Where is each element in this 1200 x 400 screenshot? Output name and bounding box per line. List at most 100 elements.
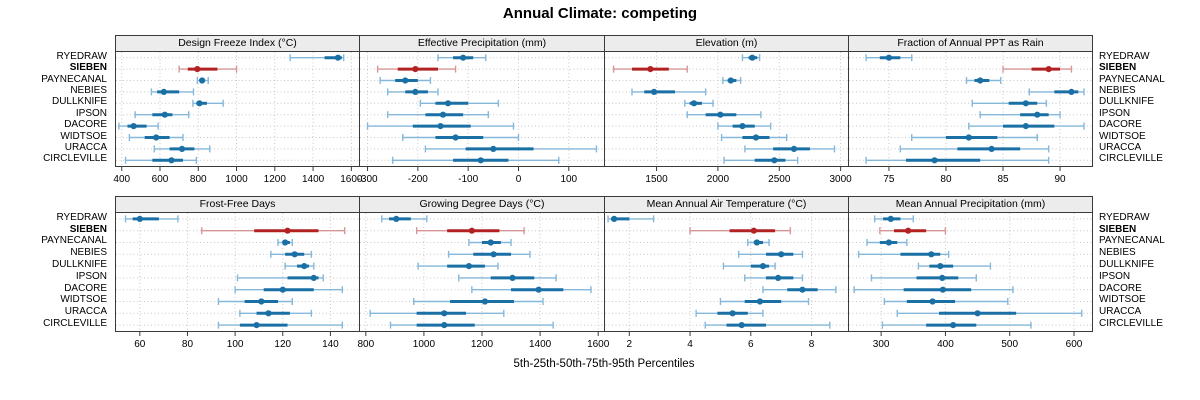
series-circleville xyxy=(881,321,1032,329)
series-circleville xyxy=(865,156,1050,164)
series-dacore xyxy=(968,122,1085,130)
site-label-ipson: IPSON xyxy=(1099,270,1131,282)
series-dullknife xyxy=(917,262,992,270)
tick-label: 1400 xyxy=(302,174,325,185)
panel-plot-area xyxy=(605,52,848,166)
tick-label: 60 xyxy=(134,339,146,350)
series-widtsoe xyxy=(720,134,788,141)
tick-label: 80 xyxy=(182,339,194,350)
site-labels-left-row0: RYEDRAW SIEBEN PAYNECANAL NEBIES DULLKNIFE IP… xyxy=(0,51,112,165)
panel-design-freeze-index-c: Design Freeze Index (°C) xyxy=(115,35,360,167)
series-dullknife xyxy=(417,262,499,270)
panel-fraction-of-annual-ppt-as-rain: Fraction of Annual PPT as Rain xyxy=(848,35,1093,167)
series-circleville xyxy=(124,156,198,164)
panel-plot-area xyxy=(116,52,359,166)
series-paynecanal xyxy=(747,239,770,246)
series-nebies xyxy=(737,250,804,258)
panel-title: Mean Annual Air Temperature (°C) xyxy=(605,197,848,213)
series-uracca xyxy=(896,309,1083,317)
series-widtsoe xyxy=(883,298,1009,305)
site-label-nebies: NEBIES xyxy=(70,84,107,96)
site-label-uracca: URACCA xyxy=(1099,306,1142,318)
x-axis-mean-annual-air-temperature-c: 2 4 6 8 xyxy=(627,332,815,350)
series-paynecanal xyxy=(468,239,512,246)
site-label-sieben: SIEBEN xyxy=(69,62,107,74)
panel-growing-degree-days-c: Growing Degree Days (°C) xyxy=(359,196,605,332)
series-sieben xyxy=(415,227,525,235)
panel-plot-area xyxy=(360,213,604,331)
tick-label: 8 xyxy=(809,339,815,350)
tick-label: 1200 xyxy=(264,174,287,185)
tick-label: 75 xyxy=(883,174,895,185)
series-ipson xyxy=(686,111,762,119)
site-label-uracca: URACCA xyxy=(64,141,107,153)
panel-title: Fraction of Annual PPT as Rain xyxy=(849,36,1092,52)
series-widtsoe xyxy=(911,134,1038,141)
x-axis-label: 5th-25th-50th-75th-95th Percentiles xyxy=(513,358,695,370)
tick-label: 85 xyxy=(997,174,1009,185)
site-label-dacore: DACORE xyxy=(64,282,107,294)
panel-effective-precipitation-mm: Effective Precipitation (mm) xyxy=(359,35,605,167)
panel-frost-free-days: Frost-Free Days xyxy=(115,196,360,332)
site-label-uracca: URACCA xyxy=(64,306,107,318)
site-label-dacore: DACORE xyxy=(1099,282,1142,294)
series-uracca xyxy=(369,309,505,317)
series-nebies xyxy=(857,250,950,258)
tick-label: 1600 xyxy=(587,339,610,350)
series-uracca xyxy=(695,309,764,317)
site-label-ryedraw: RYEDRAW xyxy=(1099,50,1150,62)
tick-label: 6 xyxy=(748,339,754,350)
tick-label: 140 xyxy=(322,339,339,350)
series-dullknife xyxy=(722,262,776,270)
series-dacore xyxy=(762,286,837,294)
series-dullknife xyxy=(419,99,500,107)
site-label-ryedraw: RYEDRAW xyxy=(1099,211,1150,223)
site-label-paynecanal: PAYNECANAL xyxy=(1099,235,1165,247)
series-ryedraw xyxy=(607,215,655,223)
gridlines xyxy=(605,52,848,166)
site-label-widtsoe: WIDTSOE xyxy=(1099,130,1146,142)
tick-label: 2 xyxy=(627,339,633,350)
x-axis-fraction-of-annual-ppt-as-rain: 75 80 85 90 xyxy=(883,167,1066,185)
series-paynecanal xyxy=(722,77,742,84)
tick-label: 600 xyxy=(152,174,169,185)
panel-plot-area xyxy=(849,213,1092,331)
series-ryedraw xyxy=(874,215,914,223)
series-circleville xyxy=(217,321,344,329)
tick-label: 2000 xyxy=(707,174,730,185)
series-ipson xyxy=(134,111,190,119)
series-dacore xyxy=(234,286,344,294)
site-label-uracca: URACCA xyxy=(1099,141,1142,153)
gridlines xyxy=(360,52,604,166)
site-label-widtsoe: WIDTSOE xyxy=(60,130,107,142)
panel-plot-area xyxy=(360,52,604,166)
series-dacore xyxy=(118,122,159,130)
site-label-nebies: NEBIES xyxy=(1099,84,1136,96)
tick-label: 1400 xyxy=(529,339,552,350)
panel-title: Mean Annual Precipitation (mm) xyxy=(849,197,1092,213)
tick-label: 100 xyxy=(560,174,577,185)
panel-title: Effective Precipitation (mm) xyxy=(360,36,604,52)
series-paynecanal xyxy=(965,77,1002,84)
x-axis-effective-precipitation-mm: -300 -200 -100 0 100 xyxy=(358,167,578,185)
chart-title: Annual Climate: competing xyxy=(502,5,698,22)
series-paynecanal xyxy=(379,77,432,84)
series-widtsoe xyxy=(413,298,544,305)
tick-label: 1000 xyxy=(413,339,436,350)
tick-label: -200 xyxy=(408,174,428,185)
panel-title: Design Freeze Index (°C) xyxy=(116,36,359,52)
panel-plot-area xyxy=(605,213,848,331)
series-dullknife xyxy=(684,99,714,107)
series-sieben xyxy=(612,65,688,73)
series-ryedraw xyxy=(289,54,345,62)
series-circleville xyxy=(704,321,831,329)
series-dacore xyxy=(853,286,1014,294)
site-labels-right-row1: RYEDRAW SIEBEN PAYNECANAL NEBIES DULLKNIFE IP… xyxy=(1094,212,1200,330)
site-label-circleville: CIRCLEVILLE xyxy=(1099,153,1163,165)
series-uracca xyxy=(424,145,598,153)
series-ipson xyxy=(236,274,324,282)
site-label-dullknife: DULLKNIFE xyxy=(51,96,107,108)
series-ipson xyxy=(744,274,804,282)
tick-label: 90 xyxy=(1054,174,1066,185)
series-nebies xyxy=(1028,88,1085,96)
